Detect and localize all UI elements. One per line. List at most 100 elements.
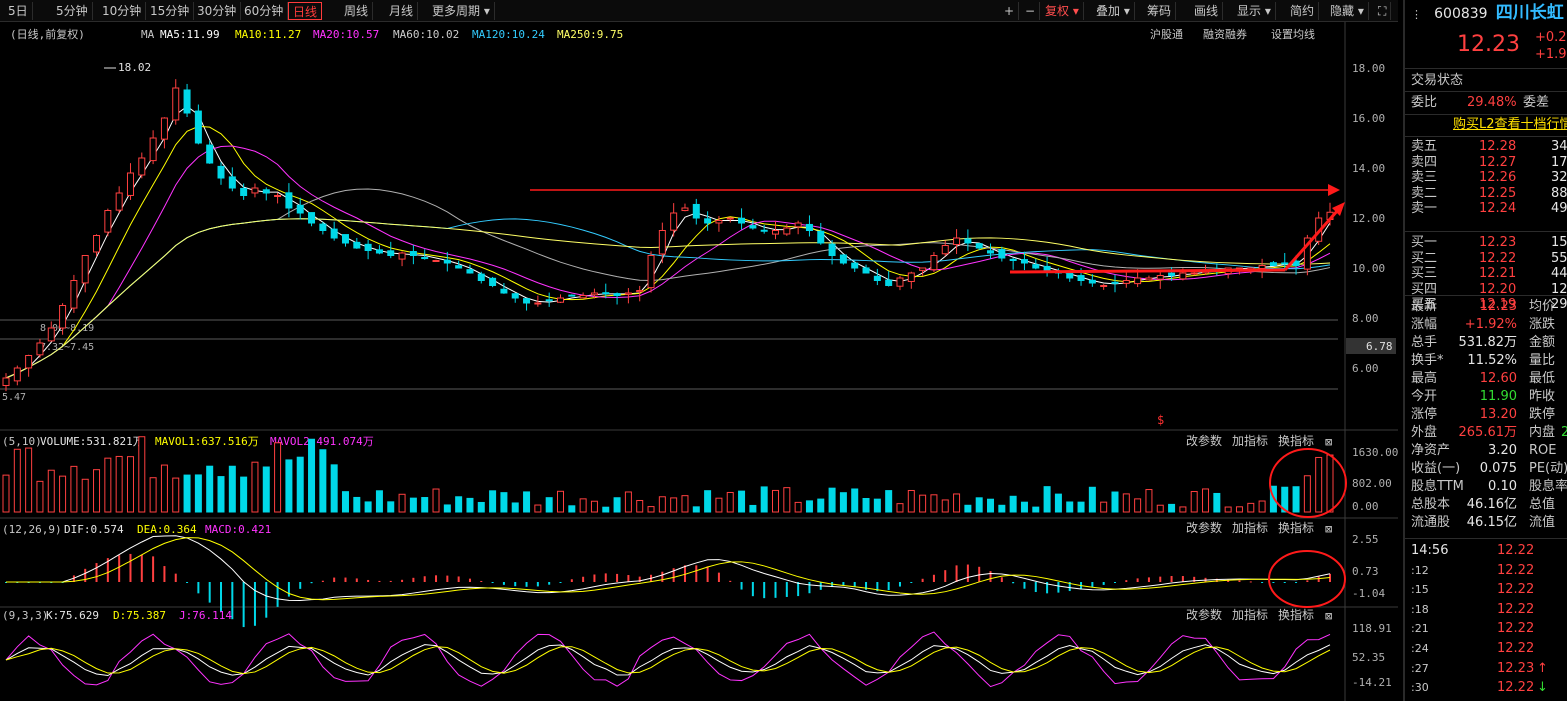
display-button[interactable]: 显示 ▾ (1233, 2, 1276, 20)
volume-add-indicator[interactable]: 加指标 (1232, 433, 1268, 448)
volume-bar (81, 478, 89, 513)
kdj-edit-params[interactable]: 改参数 (1186, 607, 1222, 622)
volume-bar (421, 497, 429, 513)
macd-add-indicator[interactable]: 加指标 (1232, 520, 1268, 535)
macd-bar (559, 582, 562, 583)
stat-label: 股息TTM (1411, 479, 1464, 494)
chips-button[interactable]: 筹码 (1143, 2, 1177, 20)
candle-body (240, 187, 248, 197)
macd-bar (706, 566, 709, 582)
macd-switch-indicator[interactable]: 换指标 (1278, 520, 1314, 535)
macd-bar (491, 582, 494, 584)
volume-bar (839, 492, 847, 513)
macd-bar (910, 582, 913, 583)
zoom-in-button[interactable]: + (1000, 2, 1020, 20)
overlay-button[interactable]: 叠加 ▾ (1092, 2, 1135, 20)
candle-body (251, 187, 259, 194)
macd-bars (5, 535, 1331, 628)
bid-row: 买五 12.19 296 (1411, 296, 1567, 314)
candle-body (851, 262, 859, 269)
candle-body (556, 297, 564, 303)
axis-tick-label: 12.00 (1352, 212, 1385, 225)
hsgt-link[interactable]: 沪股通 (1150, 27, 1183, 41)
caret-down-icon: ▾ (1123, 4, 1130, 18)
k-line (5, 644, 1331, 677)
volume-bar (104, 457, 112, 513)
period-5day[interactable]: 5日 (4, 2, 33, 20)
l2-purchase-link[interactable]: 购买L2查看十档行情 (1453, 117, 1567, 132)
volume-bar (183, 474, 191, 513)
candle-body (1032, 264, 1040, 269)
period-weekly[interactable]: 周线 (340, 2, 374, 20)
candle-body (658, 230, 666, 255)
dif-line (6, 535, 1331, 601)
period-15min[interactable]: 15分钟 (146, 2, 195, 20)
zoom-out-button[interactable]: − (1021, 2, 1041, 20)
volume-bar (987, 498, 995, 513)
kline-chart-area[interactable]: (日线,前复权) MA MA5:11.99 MA10:11.27 MA20:10… (0, 22, 1398, 701)
period-10min[interactable]: 10分钟 (98, 2, 147, 20)
kdj-params: (9,3,3) (2, 609, 48, 622)
candle-body (975, 243, 983, 249)
period-30min[interactable]: 30分钟 (193, 2, 242, 20)
volume-switch-indicator[interactable]: 换指标 (1278, 433, 1314, 448)
macd-bar (287, 582, 290, 597)
candle-body (160, 117, 168, 140)
volume-bar (851, 488, 859, 513)
period-more[interactable]: 更多周期 ▾ (428, 2, 495, 20)
tick-price: 12.22 (1497, 680, 1535, 696)
candle-body (1156, 275, 1164, 280)
bid-row: 买一 12.23 1566 (1411, 234, 1567, 252)
volume-bar (1292, 486, 1300, 513)
ma-settings-link[interactable]: 设置均线 (1271, 27, 1315, 41)
menu-icon[interactable]: ⋮ (1411, 8, 1422, 21)
period-60min[interactable]: 60分钟 (240, 2, 289, 20)
fullscreen-icon[interactable]: ⛶ (1374, 2, 1392, 20)
macd-bar (174, 573, 177, 582)
volume-bar (930, 494, 938, 513)
hide-button[interactable]: 隐藏 ▾ (1326, 2, 1369, 20)
candle-body (590, 292, 598, 296)
volume-close-icon[interactable]: ⊠ (1325, 435, 1332, 449)
adjust-button[interactable]: 复权 ▾ (1041, 2, 1084, 20)
kline-legend: (日线,前复权) MA MA5:11.99 MA10:11.27 MA20:10… (10, 27, 1315, 41)
volume-bar (341, 491, 349, 513)
volume-bar (534, 504, 542, 513)
period-daily[interactable]: 日线 (288, 2, 323, 20)
period-5min[interactable]: 5分钟 (52, 2, 93, 20)
kdj-add-indicator[interactable]: 加指标 (1232, 607, 1268, 622)
macd-bar (1012, 582, 1015, 584)
candle-body (1281, 262, 1289, 265)
macd-bar (468, 578, 471, 582)
margin-link[interactable]: 融资融券 (1203, 27, 1247, 41)
period-toolbar: 5日 5分钟 10分钟 15分钟 30分钟 60分钟 日线 周线 月线 更多周期… (0, 0, 1398, 22)
candle-body (375, 249, 383, 254)
macd-close-icon[interactable]: ⊠ (1325, 522, 1332, 536)
bid-row: 买三 12.21 444 (1411, 265, 1567, 283)
period-monthly[interactable]: 月线 (385, 2, 419, 20)
kline-svg[interactable]: (日线,前复权) MA MA5:11.99 MA10:11.27 MA20:10… (0, 22, 1398, 701)
macd-bar (582, 576, 585, 582)
range-label-1: 8.06~8.19 (40, 323, 94, 334)
tick-time: :24 (1411, 642, 1429, 655)
macd-bar (1057, 582, 1060, 593)
macd-bar (1113, 582, 1116, 583)
more-period-label: 更多周期 (432, 4, 481, 18)
volume-bar (523, 491, 531, 513)
draw-button[interactable]: 画线 (1190, 2, 1224, 20)
kdj-close-icon[interactable]: ⊠ (1325, 609, 1332, 623)
kdj-switch-indicator[interactable]: 换指标 (1278, 607, 1314, 622)
volume-edit-params[interactable]: 改参数 (1186, 433, 1222, 448)
volume-bar (47, 469, 55, 513)
volume-bar (568, 505, 576, 513)
stat-label: 涨停 (1411, 407, 1438, 422)
volume-bar (25, 447, 33, 513)
stat-row: 最新 12.23 均价 (1411, 298, 1567, 316)
simple-button[interactable]: 简约 (1286, 2, 1320, 20)
macd-bar (220, 582, 223, 612)
macd-edit-params[interactable]: 改参数 (1186, 520, 1222, 535)
volume-bar (126, 456, 134, 513)
ma-line-1 (5, 125, 1331, 379)
stat-row: 换手* 11.52% 量比 (1411, 352, 1567, 370)
current-price-tag (1346, 338, 1396, 354)
